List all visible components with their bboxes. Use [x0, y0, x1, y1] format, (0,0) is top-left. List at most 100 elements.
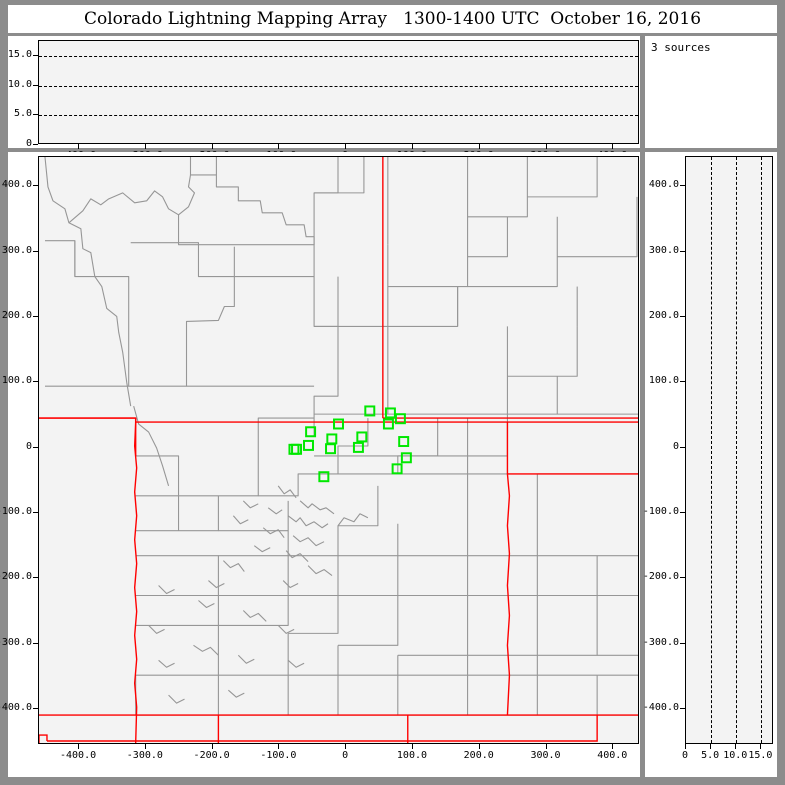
x-axis-tick-mark [278, 744, 280, 749]
x-axis-tick-mark [760, 744, 762, 749]
x-axis-tick-mark [144, 144, 146, 149]
x-axis-tick-mark [411, 144, 413, 149]
x-axis-tick-label: 200.0 [463, 750, 494, 761]
plan-view-map-panel: -400.0 -300.0 -200.0 -100.0 0 100.0 200.0 300.0… [0, 152, 640, 777]
lightning-source-marker [326, 433, 338, 445]
state-boundaries [39, 157, 638, 743]
x-axis-tick-label: 15.0 [748, 750, 773, 761]
x-axis-tick-label: 400.0 [597, 750, 628, 761]
lightning-source-marker [303, 439, 314, 451]
x-axis-tick-mark [545, 144, 547, 149]
y-axis-tick-label: 300.0 [1, 244, 32, 256]
x-axis-tick-mark [78, 144, 80, 149]
county-boundaries [44, 157, 638, 487]
y-axis-tick-label: 100.0 [648, 375, 679, 387]
lightning-source-marker [391, 463, 403, 475]
y-axis-tick-label: -100.0 [642, 506, 679, 518]
page-title: Colorado Lightning Mapping Array 1300-14… [83, 9, 702, 29]
time-height-panel: 05.010.015.0-400.0-300.0-200.0-100.00100… [7, 36, 640, 161]
x-axis-tick-mark [211, 144, 213, 149]
title-bar: Colorado Lightning Mapping Array 1300-14… [8, 5, 777, 33]
source-count-label: 3 sources [651, 41, 711, 54]
x-axis-tick-mark [345, 144, 347, 149]
east-height-plot-area[interactable] [685, 156, 773, 744]
y-axis-tick-mark [680, 185, 685, 187]
lightning-source-marker [398, 436, 410, 448]
lightning-source-marker [394, 413, 406, 425]
x-axis-tick-mark [612, 144, 614, 149]
x-axis-tick-mark [545, 744, 547, 749]
x-axis-tick-mark [735, 744, 737, 749]
lightning-source-marker [400, 452, 412, 464]
x-axis-tick-label: 100.0 [396, 750, 428, 761]
y-axis-tick-mark [680, 577, 685, 579]
gridline-vertical [761, 157, 763, 743]
x-axis-tick-label: -200.0 [193, 750, 230, 761]
x-axis-tick-mark [144, 744, 146, 749]
lightning-source-marker [384, 407, 396, 419]
x-axis-tick-label: 0 [681, 750, 689, 761]
y-axis-tick-mark [680, 708, 685, 710]
y-axis-tick-mark [680, 316, 685, 318]
x-axis-tick-label: 10.0 [723, 750, 748, 761]
lightning-source-marker [356, 431, 368, 443]
x-axis-tick-label: 5.0 [701, 750, 720, 761]
y-axis-tick-mark [33, 316, 38, 318]
lightning-source-marker [364, 405, 376, 417]
lightning-source-marker [318, 471, 330, 483]
lightning-source-marker [325, 443, 337, 455]
y-axis-tick-label: 0 [25, 440, 32, 452]
y-axis-tick-mark [33, 708, 38, 710]
y-axis-tick-mark [33, 250, 38, 252]
source-count-panel: 3 sources [645, 36, 777, 148]
lightning-source-markers [288, 405, 412, 483]
y-axis-tick-mark [33, 512, 38, 514]
time-height-plot-area[interactable] [38, 40, 639, 144]
x-axis-tick-label: -100.0 [260, 750, 297, 761]
gridline-horizontal [39, 55, 638, 57]
y-axis-tick-label: 200.0 [648, 310, 679, 322]
y-axis-tick-label: -200.0 [0, 571, 32, 583]
lightning-source-marker [305, 426, 317, 438]
y-axis-tick-mark [33, 577, 38, 579]
gridline-vertical [736, 157, 738, 743]
y-axis-tick-mark [680, 512, 685, 514]
gridline-horizontal [39, 85, 638, 87]
lightning-source-marker [382, 418, 394, 430]
y-axis-tick-mark [33, 144, 38, 145]
y-axis-tick-mark [680, 446, 685, 448]
y-axis-tick-label: -200.0 [642, 571, 679, 583]
x-axis-tick-mark [478, 744, 480, 749]
y-axis-tick-mark [33, 446, 38, 448]
y-axis-tick-mark [33, 114, 38, 116]
x-axis-tick-mark [685, 744, 686, 749]
y-axis-tick-label: 0 [672, 440, 679, 452]
x-axis-tick-mark [211, 744, 213, 749]
east-height-panel: -400.0 -300.0 -200.0 -100.0 0 100.0 200.0 300.0… [642, 152, 777, 777]
y-axis-tick-mark [33, 185, 38, 187]
x-axis-tick-label: -400.0 [60, 750, 97, 761]
y-axis-tick-mark [33, 84, 38, 86]
y-axis-tick-mark [33, 54, 38, 56]
y-axis-tick-label: 0 [25, 138, 32, 149]
x-axis-tick-mark [478, 144, 480, 149]
x-axis-tick-label: -300.0 [126, 750, 163, 761]
lightning-source-marker [288, 443, 300, 455]
y-axis-tick-label: -300.0 [642, 636, 679, 648]
x-axis-tick-label: 0 [342, 750, 349, 761]
x-axis-tick-mark [710, 744, 712, 749]
y-axis-tick-label: -100.0 [0, 506, 32, 518]
map-plot-area[interactable] [38, 156, 639, 744]
y-axis-tick-label: 400.0 [1, 179, 32, 191]
y-axis-tick-label: 400.0 [648, 179, 679, 191]
gridline-horizontal [39, 115, 638, 117]
y-axis-tick-label: -400.0 [0, 702, 32, 714]
y-axis-tick-mark [680, 250, 685, 252]
gridline-vertical [711, 157, 713, 743]
y-axis-tick-label: 5.0 [13, 108, 32, 120]
y-axis-tick-mark [680, 642, 685, 644]
y-axis-tick-label: 10.0 [7, 78, 32, 90]
y-axis-tick-mark [680, 381, 685, 383]
y-axis-tick-label: 100.0 [1, 375, 32, 387]
